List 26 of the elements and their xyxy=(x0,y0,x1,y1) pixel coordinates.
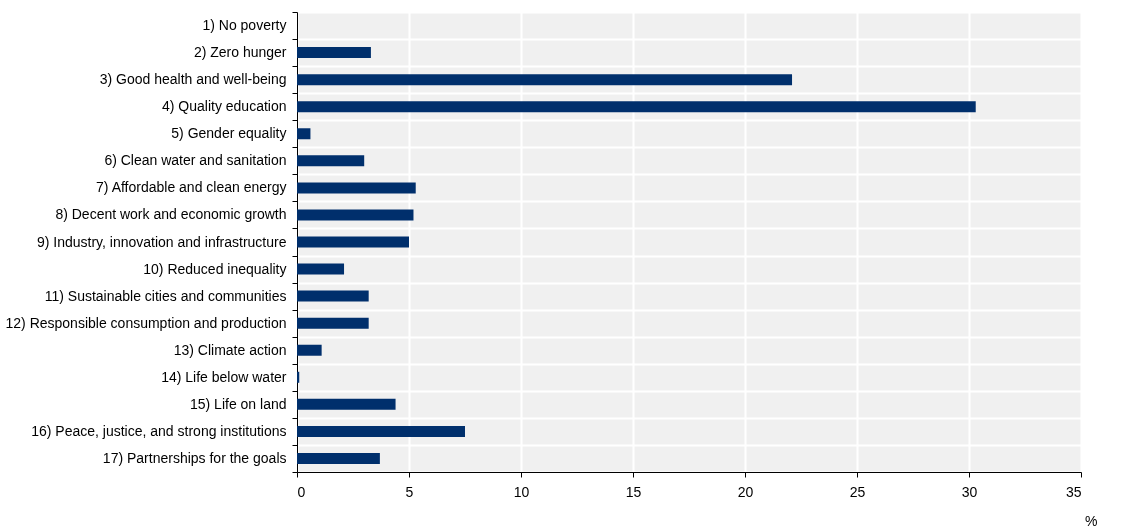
x-tick-label: 25 xyxy=(849,483,866,500)
y-tick-label: 4) Quality education xyxy=(161,98,287,115)
y-tick-label: 9) Industry, innovation and infrastructure xyxy=(36,233,287,250)
x-axis-title: % xyxy=(1085,512,1098,529)
y-tick-label: 5) Gender equality xyxy=(171,125,287,142)
y-tick-label: 12) Responsible consumption and production xyxy=(5,314,287,331)
y-tick-label: 6) Clean water and sanitation xyxy=(104,152,287,169)
y-tick-label: 14) Life below water xyxy=(161,368,287,385)
y-tick-label: 13) Climate action xyxy=(173,341,287,358)
y-tick-label: 17) Partnerships for the goals xyxy=(102,449,287,466)
x-tick-label: 20 xyxy=(737,483,754,500)
y-tick-label: 15) Life on land xyxy=(189,395,287,412)
y-tick-label: 2) Zero hunger xyxy=(193,44,287,61)
y-tick-label: 1) No poverty xyxy=(202,17,287,34)
y-tick-label: 3) Good health and well-being xyxy=(99,71,287,88)
y-tick-label: 16) Peace, justice, and strong institutions xyxy=(31,422,287,439)
x-tick-label: 35 xyxy=(1065,483,1082,500)
y-tick-label: 11) Sustainable cities and communities xyxy=(44,287,287,304)
y-tick-label: 8) Decent work and economic growth xyxy=(55,206,287,223)
y-tick-label: 10) Reduced inequality xyxy=(143,260,287,277)
x-tick-label: 15 xyxy=(625,483,642,500)
x-tick-label: 30 xyxy=(961,483,978,500)
x-tick-label: 0 xyxy=(297,483,306,500)
x-tick-label: 10 xyxy=(513,483,530,500)
y-tick-label: 7) Affordable and clean energy xyxy=(96,179,287,196)
x-tick-label: 5 xyxy=(405,483,414,500)
